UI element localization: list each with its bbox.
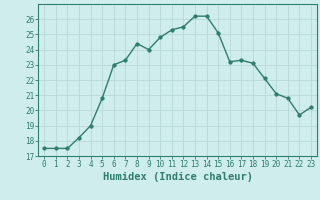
- X-axis label: Humidex (Indice chaleur): Humidex (Indice chaleur): [103, 172, 252, 182]
